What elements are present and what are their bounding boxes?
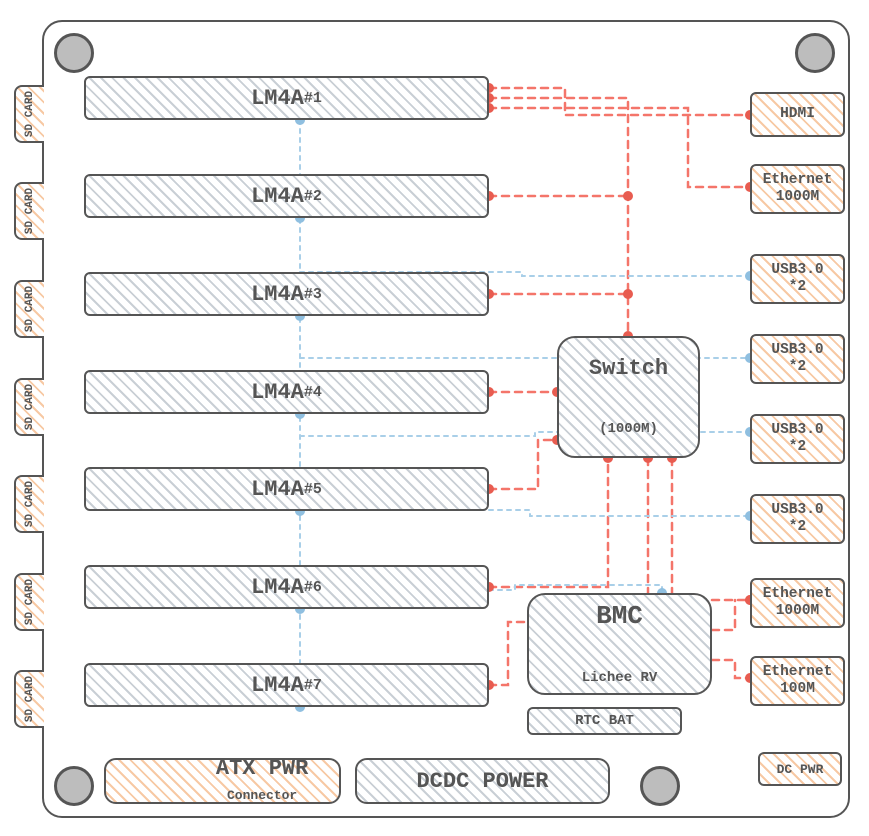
screw-hole xyxy=(54,766,94,806)
lm4a-index: #6 xyxy=(304,579,322,596)
io-port-label: USB3.0 *2 xyxy=(771,422,823,455)
io-port: USB3.0 *2 xyxy=(750,334,845,384)
bmc-title: BMC xyxy=(582,601,658,632)
dcdc-power-box: DCDC POWER xyxy=(355,758,610,804)
io-port-label: Ethernet 1000M xyxy=(763,172,833,205)
io-port-label: USB3.0 *2 xyxy=(771,262,823,295)
lm4a-label: LM4A xyxy=(251,477,304,502)
sd-card-label: SD CARD xyxy=(24,481,36,527)
sd-card-label: SD CARD xyxy=(24,188,36,234)
lm4a-index: #5 xyxy=(304,481,322,498)
switch-title: Switch xyxy=(589,356,668,382)
lm4a-slot: LM4A #2 xyxy=(84,174,489,218)
lm4a-label: LM4A xyxy=(251,282,304,307)
lm4a-slot: LM4A #1 xyxy=(84,76,489,120)
lm4a-label: LM4A xyxy=(251,380,304,405)
rtc-bat-box: RTC BAT xyxy=(527,707,682,735)
lm4a-index: #2 xyxy=(304,188,322,205)
dcdc-power-label: DCDC POWER xyxy=(416,769,548,794)
lm4a-label: LM4A xyxy=(251,575,304,600)
atx-pwr-sub: Connector xyxy=(227,788,297,803)
screw-hole xyxy=(795,33,835,73)
io-port: USB3.0 *2 xyxy=(750,414,845,464)
lm4a-label: LM4A xyxy=(251,184,304,209)
io-port-label: HDMI xyxy=(780,106,815,123)
bmc-box: BMC Lichee RV xyxy=(527,593,712,695)
io-port-label: Ethernet 1000M xyxy=(763,586,833,619)
lm4a-index: #7 xyxy=(304,677,322,694)
io-port: USB3.0 *2 xyxy=(750,254,845,304)
lm4a-slot: LM4A #7 xyxy=(84,663,489,707)
screw-hole xyxy=(54,33,94,73)
sd-card-label: SD CARD xyxy=(24,579,36,625)
sd-card-tab: SD CARD xyxy=(14,573,44,631)
lm4a-index: #1 xyxy=(304,90,322,107)
io-port: HDMI xyxy=(750,92,845,137)
lm4a-label: LM4A xyxy=(251,673,304,698)
sd-card-tab: SD CARD xyxy=(14,85,44,143)
lm4a-index: #3 xyxy=(304,286,322,303)
io-port: Ethernet 1000M xyxy=(750,164,845,214)
atx-pwr-label: ATX PWR xyxy=(216,756,308,781)
sd-card-tab: SD CARD xyxy=(14,670,44,728)
dc-pwr-box: DC PWR xyxy=(758,752,842,786)
sd-card-label: SD CARD xyxy=(24,384,36,430)
sd-card-label: SD CARD xyxy=(24,676,36,722)
sd-card-tab: SD CARD xyxy=(14,280,44,338)
sd-card-tab: SD CARD xyxy=(14,475,44,533)
io-port: USB3.0 *2 xyxy=(750,494,845,544)
switch-box: Switch (1000M) xyxy=(557,336,700,458)
io-port-label: Ethernet 100M xyxy=(763,664,833,697)
sd-card-label: SD CARD xyxy=(24,286,36,332)
rtc-bat-label: RTC BAT xyxy=(575,713,634,729)
io-port: Ethernet 1000M xyxy=(750,578,845,628)
sd-card-tab: SD CARD xyxy=(14,182,44,240)
io-port: Ethernet 100M xyxy=(750,656,845,706)
io-port-label: USB3.0 *2 xyxy=(771,342,823,375)
screw-hole xyxy=(640,766,680,806)
sd-card-label: SD CARD xyxy=(24,91,36,137)
dc-pwr-label: DC PWR xyxy=(777,762,824,777)
sd-card-tab: SD CARD xyxy=(14,378,44,436)
lm4a-slot: LM4A #5 xyxy=(84,467,489,511)
lm4a-label: LM4A xyxy=(251,86,304,111)
lm4a-index: #4 xyxy=(304,384,322,401)
io-port-label: USB3.0 *2 xyxy=(771,502,823,535)
lm4a-slot: LM4A #4 xyxy=(84,370,489,414)
bmc-subtitle: Lichee RV xyxy=(582,670,658,687)
lm4a-slot: LM4A #3 xyxy=(84,272,489,316)
switch-subtitle: (1000M) xyxy=(589,421,668,438)
lm4a-slot: LM4A #6 xyxy=(84,565,489,609)
atx-pwr-box: ATX PWR Connector xyxy=(104,758,341,804)
